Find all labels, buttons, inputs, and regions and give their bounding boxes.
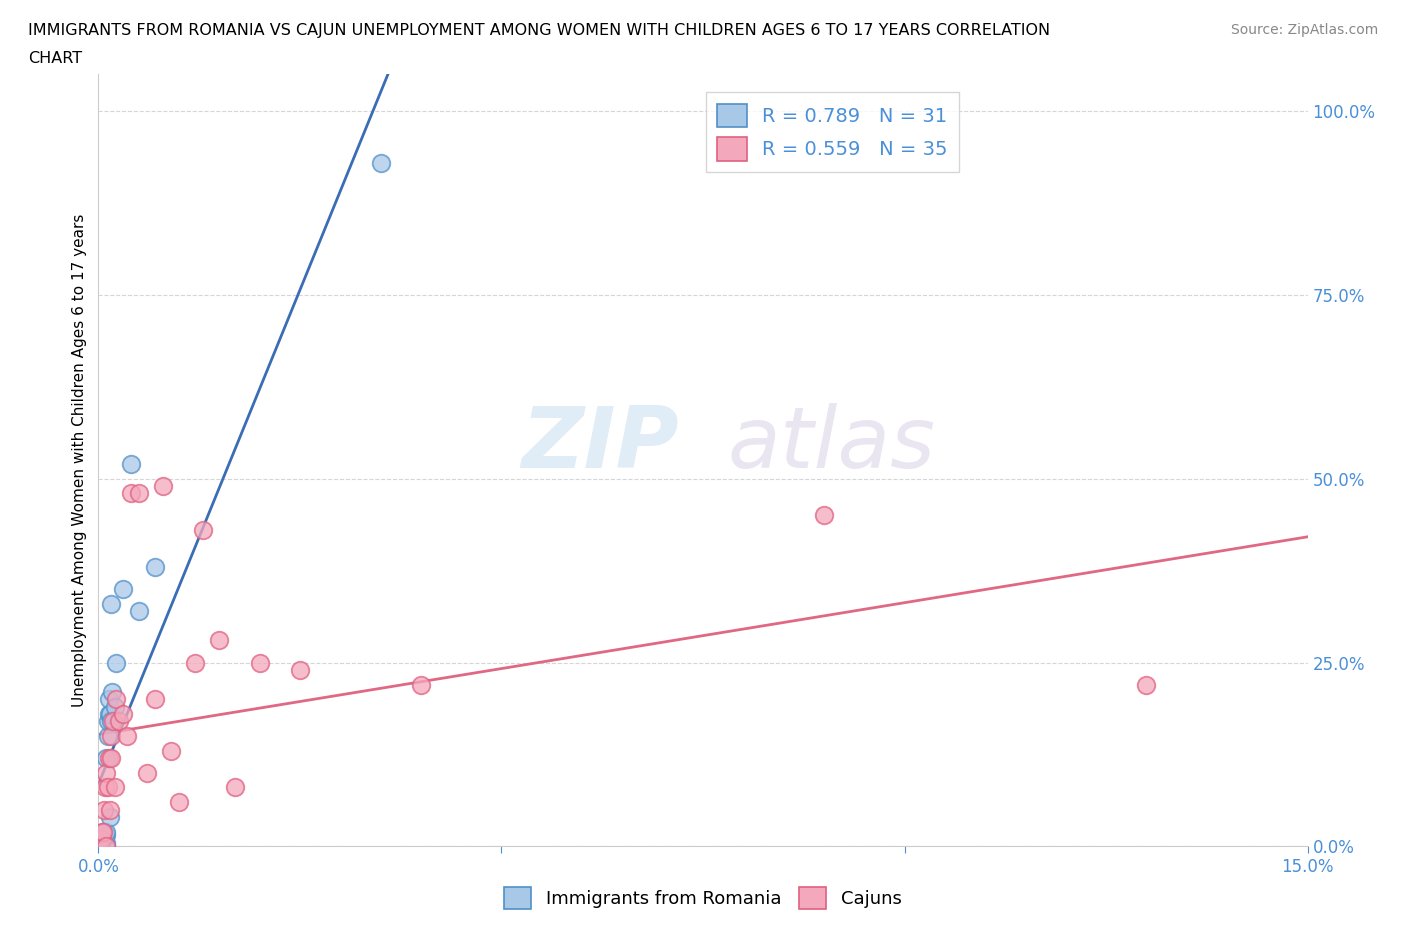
Point (97, 707, 120, 722)
Point (1135, 677, 1157, 692)
Y-axis label: Unemployment Among Women with Children Ages 6 to 17 years: Unemployment Among Women with Children A… (72, 214, 87, 707)
Point (288, 662, 311, 677)
Point (91, 835, 114, 850)
Point (115, 728, 138, 743)
Point (98, 707, 121, 722)
Point (409, 677, 432, 692)
Point (111, 581, 134, 596)
Point (93, 831, 115, 846)
Legend: R = 0.789   N = 31, R = 0.559   N = 35: R = 0.789 N = 31, R = 0.559 N = 35 (706, 92, 959, 172)
Point (97, 692, 120, 707)
Point (97, 780, 120, 795)
Point (96, 824, 118, 839)
Point (143, 560, 166, 575)
Point (90, 835, 112, 850)
Point (105, 655, 128, 670)
Point (96, 828, 118, 843)
Point (96, 839, 118, 854)
Point (100, 596, 122, 611)
Point (224, 780, 246, 795)
Point (152, 479, 174, 494)
Point (89, 839, 111, 854)
Point (89, 839, 111, 854)
Point (90, 839, 112, 854)
Point (128, 486, 150, 501)
Point (91, 835, 114, 850)
Point (103, 699, 125, 714)
Point (94, 839, 117, 854)
Point (143, 692, 166, 707)
Point (193, 523, 215, 538)
Point (160, 743, 183, 758)
Point (97, 751, 120, 765)
Point (135, 765, 157, 780)
Point (94, 828, 117, 843)
Point (370, 155, 392, 170)
Point (98, 809, 121, 824)
Text: CHART: CHART (28, 51, 82, 66)
Point (107, 714, 129, 729)
Text: atlas: atlas (727, 404, 935, 486)
Text: ZIP: ZIP (522, 404, 679, 486)
Point (96, 751, 118, 765)
Point (103, 780, 125, 795)
Point (184, 655, 207, 670)
Text: IMMIGRANTS FROM ROMANIA VS CAJUN UNEMPLOYMENT AMONG WOMEN WITH CHILDREN AGES 6 T: IMMIGRANTS FROM ROMANIA VS CAJUN UNEMPLO… (28, 23, 1050, 38)
Point (249, 655, 271, 670)
Point (94, 835, 117, 850)
Text: Source: ZipAtlas.com: Source: ZipAtlas.com (1230, 23, 1378, 37)
Point (97, 728, 120, 743)
Point (91, 824, 114, 839)
Point (96, 835, 118, 850)
Point (813, 508, 835, 523)
Point (91, 831, 114, 846)
Legend: Immigrants from Romania, Cajuns: Immigrants from Romania, Cajuns (498, 880, 908, 916)
Point (94, 780, 117, 795)
Point (100, 751, 122, 765)
Point (97, 714, 120, 729)
Point (91, 824, 114, 839)
Point (93, 824, 115, 839)
Point (208, 633, 231, 648)
Point (101, 684, 124, 699)
Point (101, 714, 124, 729)
Point (100, 728, 122, 743)
Point (120, 457, 142, 472)
Point (100, 714, 122, 729)
Point (167, 795, 190, 810)
Point (128, 604, 150, 618)
Point (111, 707, 134, 722)
Point (105, 692, 128, 707)
Point (120, 486, 142, 501)
Point (98, 802, 121, 817)
Point (90, 831, 112, 846)
Point (96, 765, 118, 780)
Point (93, 802, 115, 817)
